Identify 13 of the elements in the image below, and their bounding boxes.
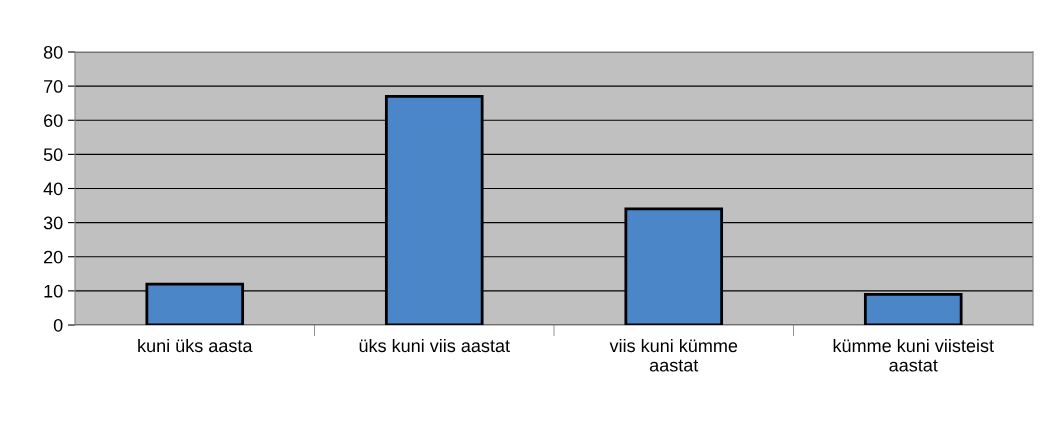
- x-tick-label: kuni üks aasta: [138, 338, 253, 353]
- x-tick-label: viis kuni kümme aastat: [609, 338, 738, 372]
- x-tick-label: üks kuni viis aastat: [359, 338, 510, 353]
- x-tick-label: kümme kuni viisteist aastat: [833, 338, 994, 372]
- y-tick-label: 10: [44, 284, 63, 298]
- y-tick-label: 0: [53, 318, 63, 332]
- y-tick-label: 20: [44, 250, 63, 264]
- y-tick-label: 70: [44, 80, 63, 93]
- y-tick-label: 80: [43, 45, 63, 59]
- y-tick-label: 50: [43, 148, 63, 162]
- y-tick-label: 30: [43, 216, 63, 230]
- y-tick-label: 40: [43, 182, 63, 196]
- y-tick-label: 60: [44, 114, 63, 127]
